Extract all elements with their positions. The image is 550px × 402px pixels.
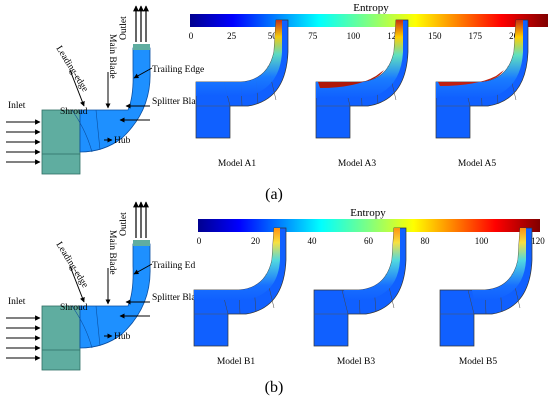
colorbar-tick-label: 125 xyxy=(387,31,401,41)
label-trailing-edge: Trailing Ed xyxy=(152,261,195,271)
caption-b: (b) xyxy=(265,379,284,396)
model-label-a5: Model A5 xyxy=(458,159,497,169)
label-splitter-blade: Splitter Blade xyxy=(152,97,205,107)
colorbar-tick-label: 100 xyxy=(475,236,489,246)
model-a3 xyxy=(315,19,409,139)
label-outlet: Outlet xyxy=(119,212,129,236)
label-inlet: Inlet xyxy=(8,101,26,111)
colorbar-tick-label: 100 xyxy=(347,31,361,41)
model-b3 xyxy=(313,227,407,347)
label-trailing-edge: Trailing Edge xyxy=(152,65,204,75)
colorbar-tick-label: 80 xyxy=(421,236,431,246)
colorbar-gradient-a xyxy=(190,14,548,27)
colorbar-ticks-a: 0255075100125150175200 xyxy=(189,31,523,41)
label-hub: Hub xyxy=(114,332,131,342)
colorbar-tick-label: 0 xyxy=(197,236,202,246)
impeller-schematic-a: Outlet Leading-edge Main Blade Trailing … xyxy=(6,5,205,175)
model-label-b3: Model B3 xyxy=(337,357,376,367)
model-b5 xyxy=(439,227,533,347)
label-shroud: Shroud xyxy=(60,303,88,313)
colorbar-tick-label: 50 xyxy=(268,31,278,41)
colorbar-tick-label: 120 xyxy=(531,236,545,246)
colorbar-tick-label: 0 xyxy=(189,31,194,41)
inlet-arrows xyxy=(6,119,41,165)
outlet-arrows xyxy=(133,201,149,238)
colorbar-gradient-b xyxy=(198,219,540,232)
label-outlet: Outlet xyxy=(119,16,129,40)
model-label-b1: Model B1 xyxy=(217,357,256,367)
model-a5 xyxy=(435,19,529,139)
colorbar-title-a: Entropy xyxy=(353,2,389,14)
colorbar-tick-label: 20 xyxy=(251,236,261,246)
colorbar-a: Entropy 0255075100125150175200 xyxy=(189,2,548,41)
inlet-arrows xyxy=(6,315,41,361)
colorbar-ticks-b: 0 20 40 60 80 100 120 xyxy=(197,236,546,246)
colorbar-tick-label: 60 xyxy=(364,236,374,246)
colorbar-tick-label: 40 xyxy=(308,236,318,246)
model-label-b5: Model B5 xyxy=(459,357,498,367)
colorbar-tick-label: 25 xyxy=(227,31,237,41)
label-shroud: Shroud xyxy=(60,107,88,117)
panel-a: Outlet Leading-edge Main Blade Trailing … xyxy=(6,2,548,203)
colorbar-tick-label: 175 xyxy=(469,31,483,41)
model-b1 xyxy=(193,227,287,347)
colorbar-tick-label: 150 xyxy=(428,31,442,41)
model-label-a3: Model A3 xyxy=(338,159,377,169)
colorbar-b: Entropy 0 20 40 60 80 100 120 xyxy=(197,207,546,246)
label-inlet: Inlet xyxy=(8,297,26,307)
label-main-blade: Main Blade xyxy=(107,34,117,79)
label-main-blade: Main Blade xyxy=(107,230,117,275)
outlet-arrows xyxy=(133,5,149,42)
label-splitter-blade: Splitter Blade xyxy=(152,293,205,303)
caption-a: (a) xyxy=(265,186,283,203)
colorbar-tick-label: 75 xyxy=(308,31,318,41)
model-label-a1: Model A1 xyxy=(218,159,257,169)
label-leading-edge: Leading-edge xyxy=(53,44,89,94)
colorbar-title-b: Entropy xyxy=(350,207,386,219)
model-a1 xyxy=(195,19,289,139)
impeller-schematic-b: Outlet Leading-edge Main Blade Trailing … xyxy=(6,201,205,371)
label-leading-edge: Leading-edge xyxy=(53,240,89,290)
panel-b: Outlet Leading-edge Main Blade Trailing … xyxy=(6,201,546,396)
label-hub: Hub xyxy=(114,136,131,146)
